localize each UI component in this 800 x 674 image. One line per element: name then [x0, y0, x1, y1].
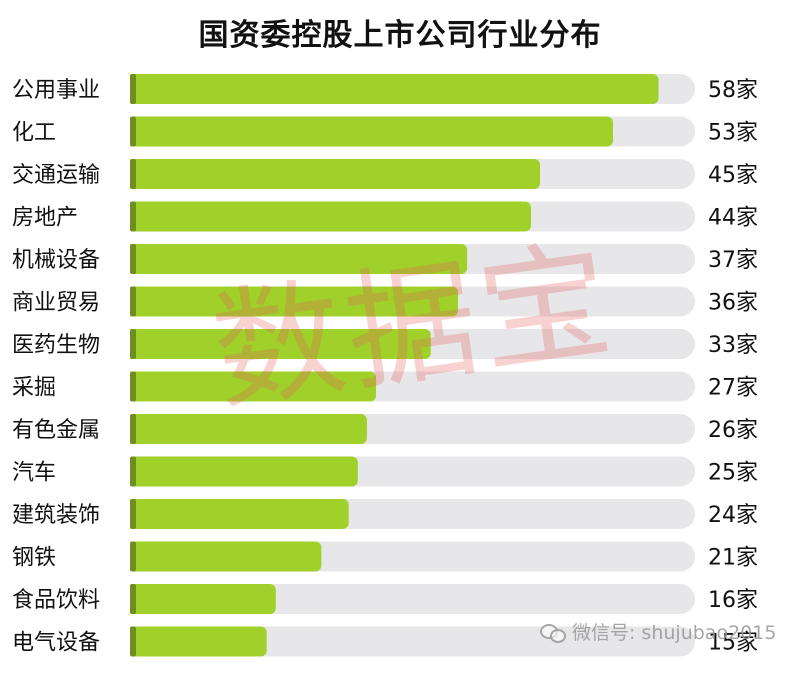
value-label: 44家 — [708, 206, 758, 231]
value-label: 53家 — [708, 121, 758, 146]
bar — [130, 286, 459, 317]
category-label: 有色金属 — [12, 418, 100, 443]
wechat-icon — [540, 622, 566, 643]
value-label: 25家 — [708, 461, 758, 486]
category-label: 采掘 — [12, 376, 56, 401]
bar — [130, 414, 367, 444]
category-label: 机械设备 — [12, 248, 100, 273]
bar-cap — [130, 201, 136, 232]
value-label: 21家 — [708, 546, 758, 571]
bar — [130, 626, 267, 657]
bar — [130, 159, 541, 189]
value-label: 37家 — [708, 248, 758, 273]
value-label: 33家 — [708, 333, 758, 358]
bar-cap — [130, 159, 136, 189]
bar-cap — [130, 329, 136, 359]
bar — [130, 329, 431, 359]
value-label: 26家 — [708, 418, 758, 443]
wechat-text: 微信号: shujubao2015 — [572, 622, 777, 644]
bar — [130, 541, 322, 572]
value-label: 58家 — [708, 78, 758, 103]
bar-cap — [130, 499, 136, 529]
value-label: 16家 — [708, 588, 758, 613]
wechat-account: 微信号: shujubao2015 — [540, 618, 776, 645]
bar — [130, 244, 468, 274]
bar — [130, 201, 531, 232]
category-label: 建筑装饰 — [12, 503, 100, 528]
category-label: 医药生物 — [12, 333, 100, 358]
bar-cap — [130, 74, 136, 104]
bar-cap — [130, 456, 136, 487]
bar — [130, 74, 659, 104]
chart-title: 国资委控股上市公司行业分布 — [198, 18, 602, 53]
category-label: 电气设备 — [12, 631, 100, 656]
category-label: 钢铁 — [12, 546, 56, 571]
bar-cap — [130, 541, 136, 572]
bar-cap — [130, 414, 136, 444]
value-label: 36家 — [708, 291, 758, 316]
bar — [130, 371, 377, 402]
value-label: 15家 — [708, 631, 758, 656]
bar — [130, 456, 358, 487]
category-label: 汽车 — [12, 461, 56, 486]
bar-cap — [130, 584, 136, 614]
value-label: 27家 — [708, 376, 758, 401]
category-label: 化工 — [12, 121, 56, 146]
bar — [130, 499, 349, 529]
bar-cap — [130, 116, 136, 147]
category-label: 交通运输 — [12, 163, 100, 188]
category-label: 房地产 — [12, 206, 78, 231]
bar-cap — [130, 626, 136, 657]
value-label: 24家 — [708, 503, 758, 528]
bar-cap — [130, 286, 136, 317]
category-label: 公用事业 — [12, 78, 100, 103]
category-label: 商业贸易 — [12, 291, 100, 316]
bar-cap — [130, 371, 136, 402]
bar-cap — [130, 244, 136, 274]
bar — [130, 584, 276, 614]
category-label: 食品饮料 — [12, 588, 100, 613]
value-label: 45家 — [708, 163, 758, 188]
bar — [130, 116, 613, 147]
